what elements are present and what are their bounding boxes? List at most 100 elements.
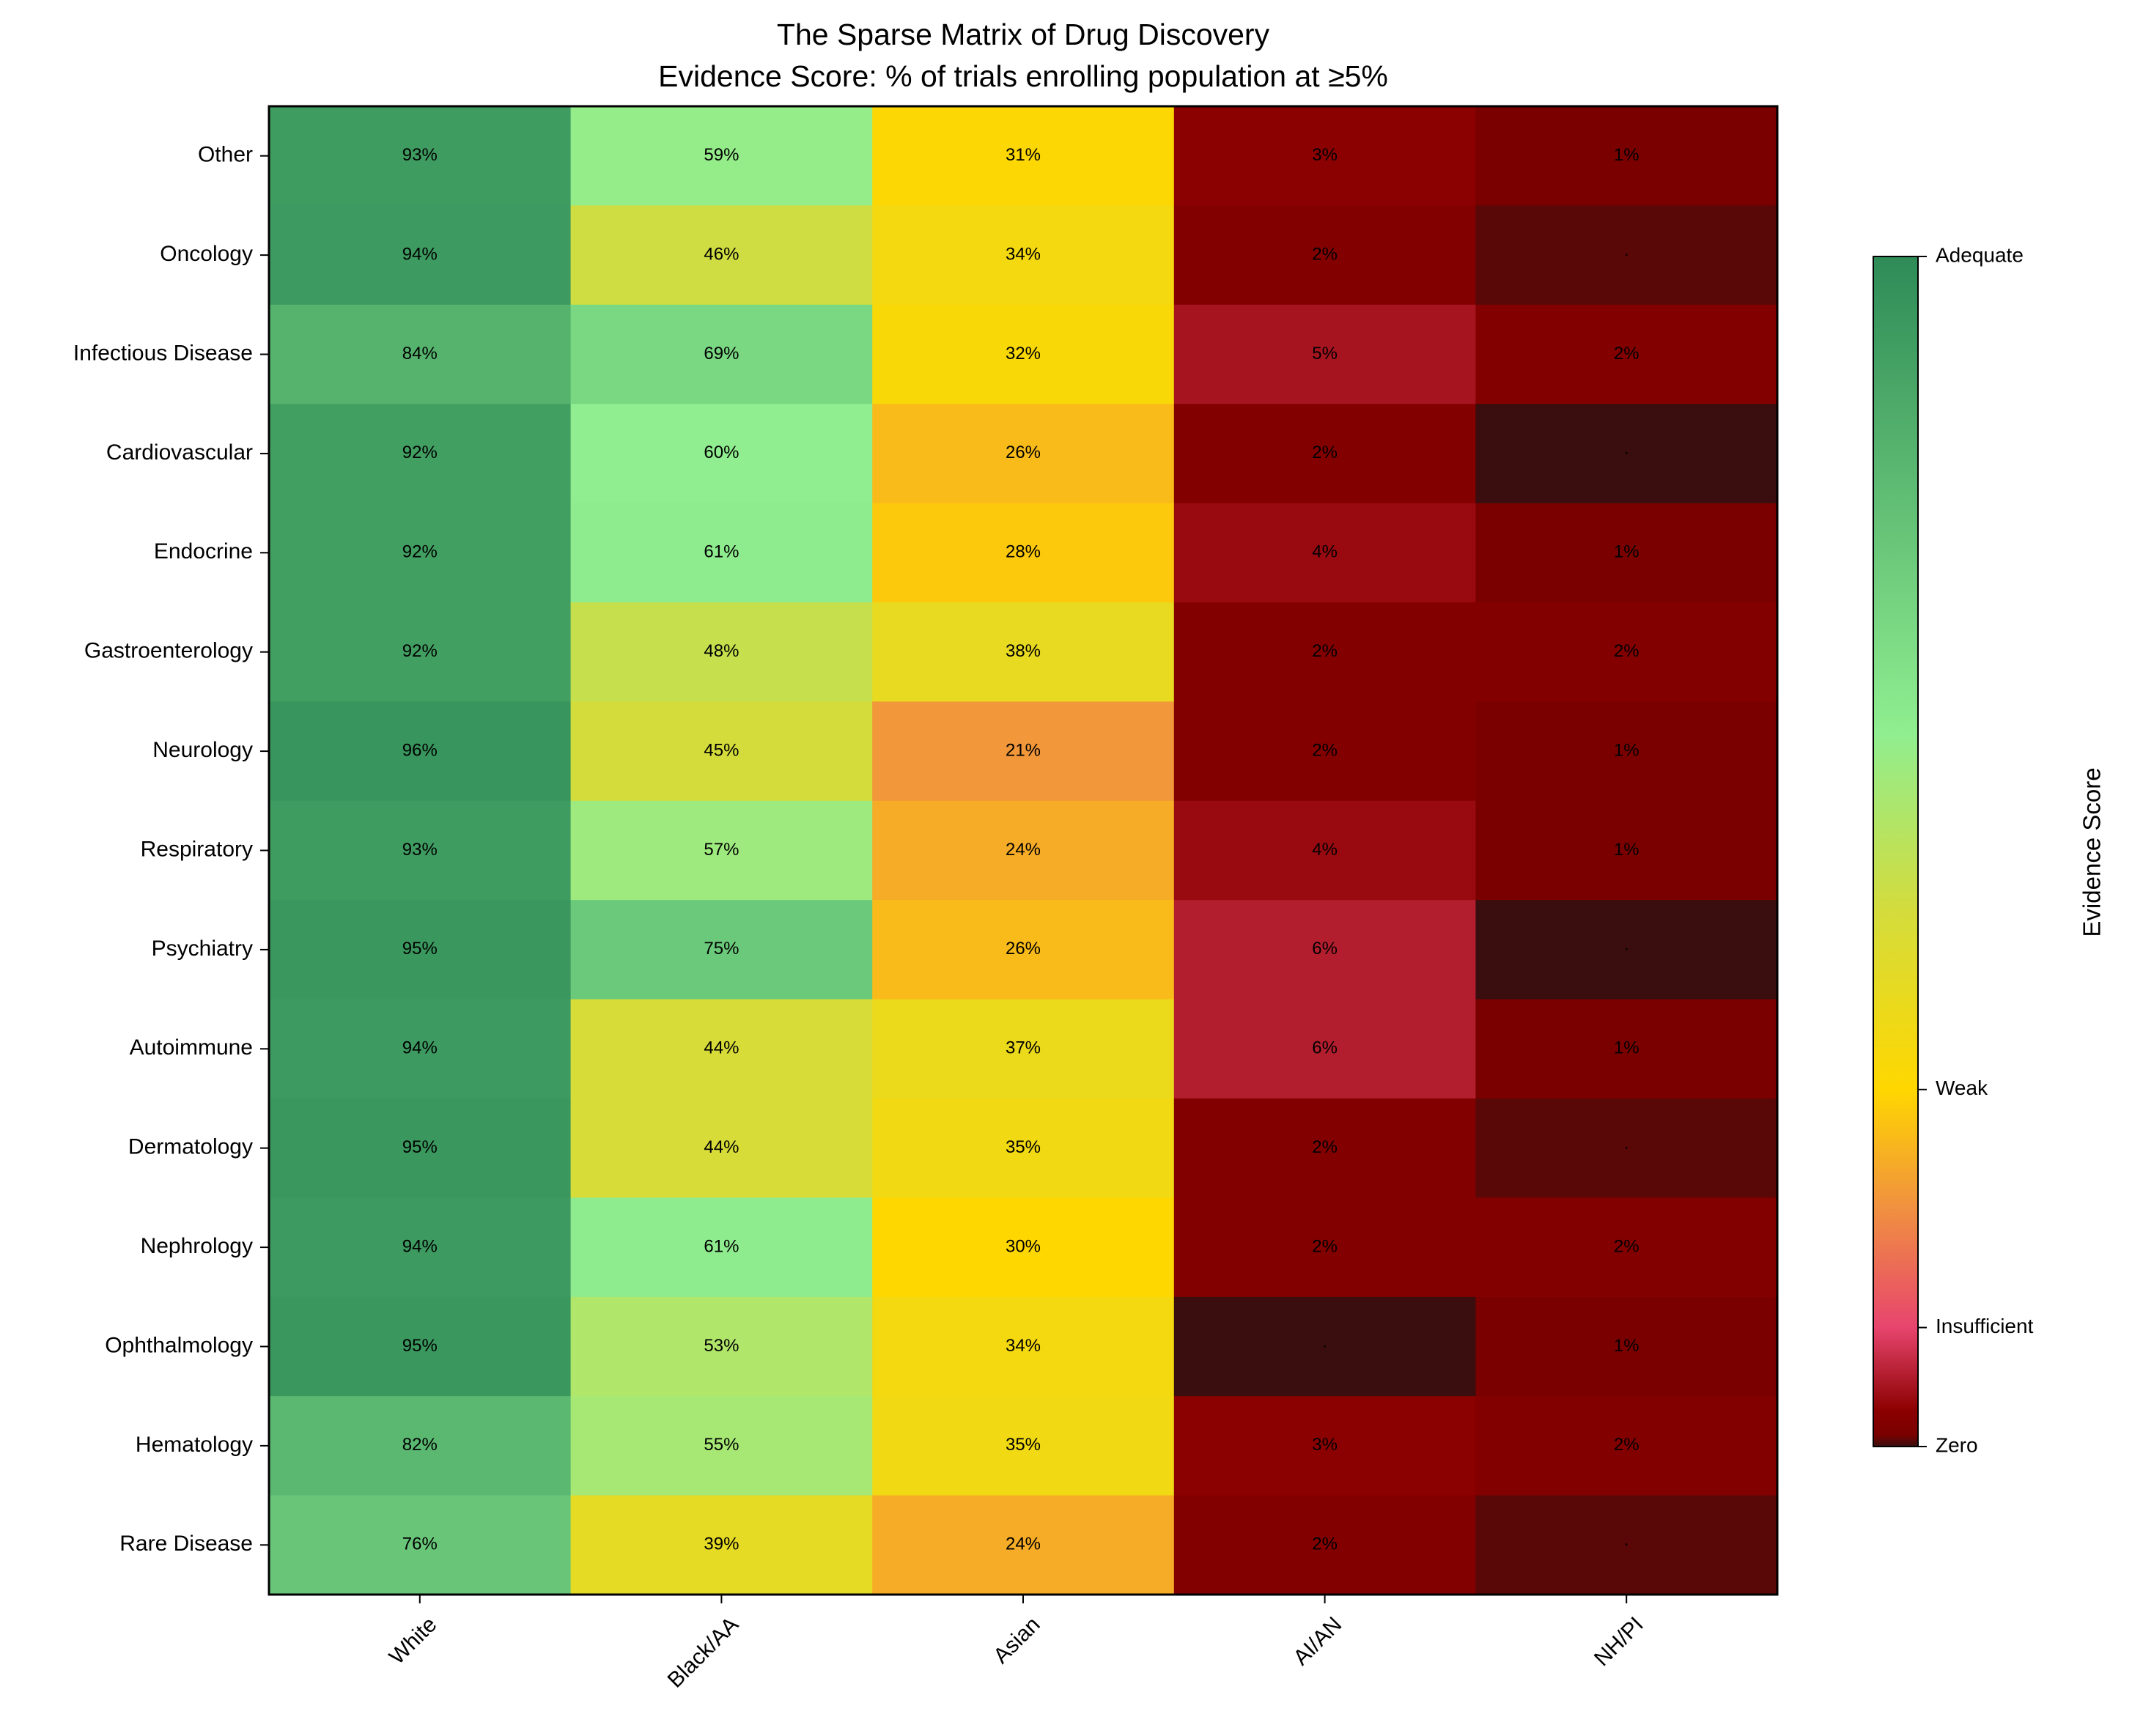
cell-label: 46% [704, 244, 739, 264]
heatmap-cell [570, 701, 873, 802]
y-tick-label: Gastroenterology [84, 639, 253, 663]
cell-label: 92% [402, 542, 438, 562]
heatmap-cell [269, 205, 572, 306]
heatmap-cell [570, 106, 873, 206]
heatmap-cell [1173, 1197, 1476, 1298]
cell-label: 82% [402, 1435, 438, 1455]
colorbar-tick-label: Adequate [1936, 243, 2024, 266]
cell-label: 53% [704, 1336, 739, 1356]
y-tick-label: Respiratory [141, 837, 253, 861]
cell-label: 2% [1614, 1236, 1639, 1256]
heatmap-cell [570, 1495, 873, 1595]
cell-label: 4% [1312, 840, 1338, 860]
heatmap-cell [269, 1098, 572, 1198]
cell-label: 1% [1614, 740, 1639, 760]
x-tick-label: White [385, 1612, 442, 1669]
heatmap-cell [1475, 900, 1778, 1000]
colorbar-tick-label: Insufficient [1936, 1315, 2034, 1337]
cell-label: 2% [1312, 1137, 1338, 1157]
cell-label: · [1623, 1534, 1629, 1554]
cell-label: 69% [704, 344, 739, 363]
heatmap-cell [269, 701, 572, 802]
cell-label: 92% [402, 641, 438, 661]
heatmap-cell [570, 1098, 873, 1198]
heatmap-cell [1475, 1296, 1778, 1397]
x-tick-label: Asian [989, 1612, 1044, 1668]
heatmap-cell [1475, 503, 1778, 603]
heatmap-cell [1475, 999, 1778, 1099]
heatmap-cell [1475, 701, 1778, 802]
y-tick-label: Psychiatry [152, 937, 253, 961]
heatmap-cell [1475, 205, 1778, 306]
y-tick-label: Neurology [152, 738, 253, 762]
cell-label: 6% [1312, 939, 1338, 959]
cell-label: 61% [704, 542, 739, 562]
cell-label: 30% [1006, 1236, 1041, 1256]
heatmap-cell [1173, 304, 1476, 405]
cell-label: 94% [402, 1236, 438, 1256]
cell-label: 44% [704, 1137, 739, 1157]
heatmap-cell [269, 1495, 572, 1595]
cell-label: · [1623, 443, 1629, 462]
heatmap-cell [1173, 999, 1476, 1099]
cell-label: 26% [1006, 939, 1041, 959]
cell-label: 4% [1312, 542, 1338, 562]
cell-label: 34% [1006, 1336, 1041, 1356]
heatmap-cell [1475, 1396, 1778, 1496]
heatmap-cell [872, 701, 1175, 802]
colorbar-tick-label: Zero [1936, 1433, 1978, 1456]
cell-label: 1% [1614, 145, 1639, 165]
heatmap-cell [872, 503, 1175, 603]
chart-title: The Sparse Matrix of Drug Discovery [777, 18, 1270, 51]
x-tick-label: Black/AA [663, 1612, 743, 1692]
heatmap-cell [872, 1495, 1175, 1595]
cell-label: 37% [1006, 1038, 1041, 1058]
heatmap-cell [872, 1098, 1175, 1198]
cell-label: 45% [704, 740, 739, 760]
heatmap-cell [570, 404, 873, 504]
cell-label: 21% [1006, 740, 1041, 760]
heatmap-cell [872, 800, 1175, 901]
cell-label: 2% [1614, 344, 1639, 363]
cell-label: 2% [1312, 1534, 1338, 1554]
chart-subtitle: Evidence Score: % of trials enrolling po… [658, 59, 1388, 93]
heatmap-cell [872, 1296, 1175, 1397]
heatmap-cell [1173, 1296, 1476, 1397]
heatmap-cell [1173, 1495, 1476, 1595]
cell-label: 95% [402, 1137, 438, 1157]
cell-label: 1% [1614, 840, 1639, 860]
cell-label: 59% [704, 145, 739, 165]
heatmap-cell [872, 602, 1175, 702]
cell-label: · [1623, 1137, 1629, 1157]
cell-label: 2% [1312, 1236, 1338, 1256]
heatmap-cell [1475, 404, 1778, 504]
cell-label: 31% [1006, 145, 1041, 165]
heatmap-cell [269, 404, 572, 504]
heatmap-cell [269, 1396, 572, 1496]
cell-label: 94% [402, 244, 438, 264]
heatmap-cell [872, 304, 1175, 405]
cell-label: 32% [1006, 344, 1041, 363]
heatmap-cell [1173, 106, 1476, 206]
cell-label: 48% [704, 641, 739, 661]
heatmap-cell [570, 503, 873, 603]
cell-label: 76% [402, 1534, 438, 1554]
heatmap-cell [1173, 602, 1476, 702]
cell-label: 44% [704, 1038, 739, 1058]
heatmap-cell [269, 304, 572, 405]
cell-label: · [1322, 1336, 1328, 1356]
heatmap-cell [269, 503, 572, 603]
heatmap-cell [1475, 1098, 1778, 1198]
cell-label: 95% [402, 939, 438, 959]
colorbar [1873, 256, 1919, 1447]
cell-label: 2% [1312, 244, 1338, 264]
y-tick-label: Cardiovascular [106, 440, 253, 465]
heatmap-cell [872, 999, 1175, 1099]
heatmap-cell [1173, 900, 1476, 1000]
heatmap-cell [570, 602, 873, 702]
heatmap-cell [269, 900, 572, 1000]
cell-label: 34% [1006, 244, 1041, 264]
cell-label: · [1623, 244, 1629, 264]
cell-label: 93% [402, 840, 438, 860]
